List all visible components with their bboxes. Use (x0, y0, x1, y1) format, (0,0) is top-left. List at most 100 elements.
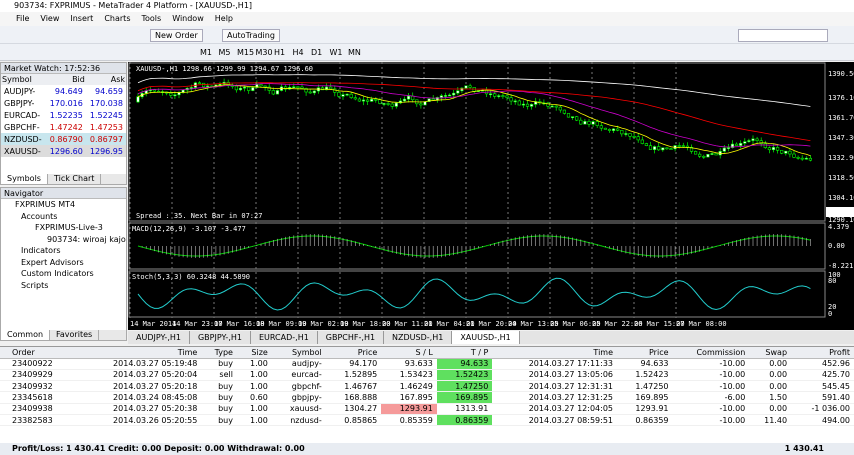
chart-tab[interactable]: EURCAD-,H1 (251, 331, 318, 344)
candle (173, 94, 177, 97)
tree-item[interactable]: 903734: wiroaj kajor (47, 234, 127, 244)
order-row[interactable]: 23409929 2014.03.27 05:20:04 sell 1.00 eurca… (0, 369, 854, 382)
price-label: 1296.60 (828, 208, 854, 216)
candle (353, 97, 357, 100)
auto-trading-button[interactable]: AutoTrading (222, 29, 280, 42)
timeframe[interactable]: M15 (237, 48, 255, 57)
candle (562, 109, 567, 114)
candle (243, 86, 247, 89)
candle (546, 102, 550, 107)
order-cell: 0.00 (749, 358, 792, 370)
menu-item[interactable]: File (16, 14, 30, 23)
candle (136, 96, 140, 103)
time-label: 14 Mar 23:00 (172, 320, 223, 328)
chart-tab[interactable]: NZDUSD-,H1 (384, 331, 453, 344)
chart-tab[interactable]: XAUUSD-,H1 (452, 331, 520, 344)
stoch-label: Stoch(5,3,3) 60.3248 44.5890 (132, 273, 250, 281)
order-cell: 1.52423 (436, 369, 493, 382)
order-cell: 1.00 (236, 414, 272, 427)
timeframe[interactable]: H1 (274, 48, 286, 57)
menu-item[interactable]: Tools (141, 14, 162, 23)
order-row[interactable]: 23409938 2014.03.27 05:20:38 buy 1.00 xauusd… (0, 403, 854, 415)
quote-row[interactable]: EURCAD- 1.52235 1.52245 (1, 109, 126, 121)
quote-cell: NZDUSD- (4, 134, 42, 144)
order-row[interactable]: 23382583 2014.03.26 05:20:55 buy 1.00 nzdusd… (0, 414, 854, 427)
timeframe[interactable]: W1 (329, 48, 343, 57)
order-cell: sell (201, 369, 237, 382)
timeframe[interactable]: M5 (218, 48, 231, 57)
order-cell: buy (201, 403, 237, 415)
time-label: 27 Mar 08:00 (676, 320, 727, 328)
order-cell: 2014.03.27 05:20:38 (76, 403, 202, 415)
order-cell: 168.888 (325, 391, 382, 404)
column-header: Swap (749, 347, 792, 359)
order-row[interactable]: 23345618 2014.03.24 08:45:08 buy 0.60 gbpjpy… (0, 391, 854, 404)
order-cell: 0.00 (749, 380, 792, 393)
timeframe[interactable]: H4 (292, 48, 304, 57)
timeframe[interactable]: D1 (311, 48, 323, 57)
candle (570, 116, 575, 118)
tree-item[interactable]: Expert Advisors (21, 257, 84, 267)
time-label: 17 Mar 16:00 (214, 320, 265, 328)
order-cell: 1293.91 (381, 403, 437, 415)
order-row[interactable]: 23400922 2014.03.27 05:19:48 buy 1.00 audjpy… (0, 358, 854, 370)
timeframe[interactable]: M1 (200, 48, 212, 57)
chart-header: XAUUSD-,H1 1298.66 1299.99 1294.67 1296.… (136, 65, 313, 73)
tab[interactable]: Common (1, 330, 51, 340)
menu-item[interactable]: Insert (70, 14, 94, 23)
order-row[interactable]: 23409932 2014.03.27 05:20:18 buy 1.00 gbpchf… (0, 380, 854, 393)
candle (521, 103, 526, 106)
candle (464, 85, 468, 89)
quote-cell: 1.52245 (89, 110, 123, 120)
candle (419, 103, 423, 106)
timeframe[interactable]: M30 (255, 48, 273, 57)
tree-item[interactable]: FXPRIMUS-Live-3 (35, 223, 103, 232)
menu-item[interactable]: View (40, 14, 60, 23)
candle (734, 143, 739, 146)
order-cell: 167.895 (381, 391, 437, 404)
order-cell: 169.895 (617, 391, 673, 404)
chart-tab[interactable]: AUDJPY-,H1 (128, 331, 190, 344)
tree-item[interactable]: FXPRIMUS MT4 (15, 200, 76, 209)
candle (640, 139, 644, 144)
tree-item[interactable]: Indicators (21, 246, 61, 255)
macd-axis-label: 0.00 (828, 242, 845, 250)
quote-row[interactable]: AUDJPY- 94.649 94.659 (1, 85, 126, 97)
menu-item[interactable]: Charts (104, 14, 131, 23)
price-label: 1376.10 (828, 94, 854, 102)
candle (775, 147, 780, 151)
footer-total: 1 430.41 (784, 444, 824, 453)
quote-row[interactable]: NZDUSD- 0.86790 0.86797 (1, 133, 126, 145)
column-header: Size (236, 347, 272, 359)
candle (177, 92, 181, 96)
search-box[interactable] (738, 29, 828, 42)
order-cell: 0.86359 (436, 414, 493, 427)
timeframe[interactable]: MN (348, 48, 361, 57)
order-cell: -10.00 (672, 358, 750, 370)
tree-item[interactable]: Scripts (21, 280, 49, 290)
order-cell: 545.45 (791, 380, 854, 393)
tab[interactable]: Tick Chart (48, 174, 102, 184)
candle (751, 138, 755, 141)
column-header: Ask (85, 74, 126, 85)
time-label: 20 Mar 11:00 (382, 320, 433, 328)
new-order-button[interactable]: New Order (150, 29, 203, 42)
candle (452, 92, 456, 96)
tab[interactable]: Symbols (1, 174, 48, 184)
quote-row[interactable]: XAUUSD- 1296.60 1296.95 (1, 145, 126, 157)
candle (714, 153, 718, 156)
quote-cell: GBPJPY- (4, 98, 35, 108)
tab[interactable]: Favorites (50, 330, 100, 340)
quote-row[interactable]: GBPCHF- 1.47242 1.47253 (1, 121, 126, 133)
order-cell: buy (201, 414, 237, 427)
quote-cell: 94.649 (54, 86, 83, 96)
tree-item[interactable]: Custom Indicators (21, 269, 94, 278)
pane (128, 270, 826, 318)
quote-row[interactable]: GBPJPY- 170.016 170.038 (1, 97, 126, 109)
menu-item[interactable]: Help (214, 14, 233, 23)
menu-item[interactable]: Window (172, 14, 204, 23)
chart-tab[interactable]: GBPJPY-,H1 (190, 331, 251, 344)
tree-item[interactable]: Accounts (21, 211, 58, 221)
order-cell: 2014.03.26 05:20:55 (76, 414, 202, 427)
chart-tab[interactable]: GBPCHF-,H1 (318, 331, 385, 344)
